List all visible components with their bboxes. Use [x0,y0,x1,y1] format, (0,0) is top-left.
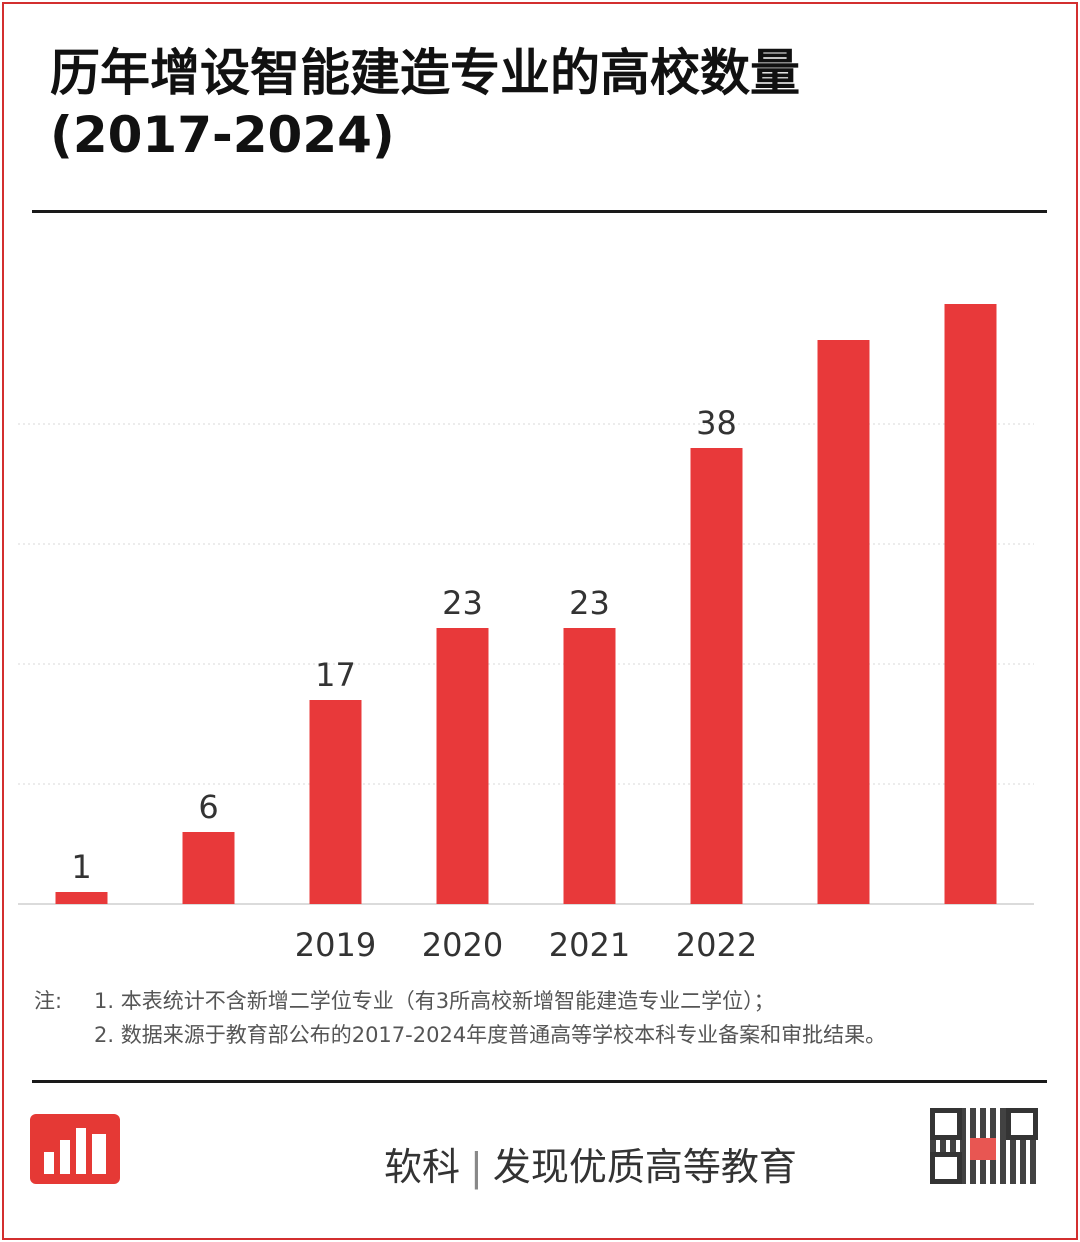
x-tick-label: 2022 [676,926,757,964]
data-label: 6 [198,788,218,826]
footer-slogan: 软科 | 发现优质高等教育 [384,1136,797,1191]
data-label: 23 [569,584,610,622]
bar [55,892,108,904]
title-line-2: (2017-2024) [50,106,395,164]
chart-title: 历年增设智能建造专业的高校数量 (2017-2024) [50,42,1030,166]
bar [817,340,870,904]
title-line-1: 历年增设智能建造专业的高校数量 [50,44,800,102]
qr-code-icon [930,1108,1038,1184]
footer-separator: | [470,1145,483,1189]
bar-chart: 1 6 17 2019 23 2020 23 2021 38 2022 [18,304,1034,964]
data-label: 23 [442,584,483,622]
bar [309,700,362,904]
footer-brand: 软科 [384,1145,461,1189]
x-tick-label: 2019 [295,926,376,964]
shanghai-ranking-logo-icon [30,1114,120,1184]
bottom-divider [32,1080,1047,1083]
x-tick-label: 2020 [422,926,503,964]
bar [690,448,743,904]
data-label: 17 [315,656,356,694]
footer-slogan-text: 发现优质高等教育 [492,1145,797,1189]
data-label: 1 [71,848,91,886]
data-label: 38 [696,404,737,442]
notes-prefix: 注: [34,989,63,1013]
bar [182,832,235,904]
note-line-2: 2. 数据来源于教育部公布的2017-2024年度普通高等学校本科专业备案和审批… [94,1023,887,1047]
note-line-1: 1. 本表统计不含新增二学位专业（有3所高校新增智能建造专业二学位）； [94,989,775,1013]
bar [436,628,489,904]
x-tick-label: 2021 [549,926,630,964]
bar [563,628,616,904]
bar [944,304,997,904]
top-divider [32,210,1047,213]
